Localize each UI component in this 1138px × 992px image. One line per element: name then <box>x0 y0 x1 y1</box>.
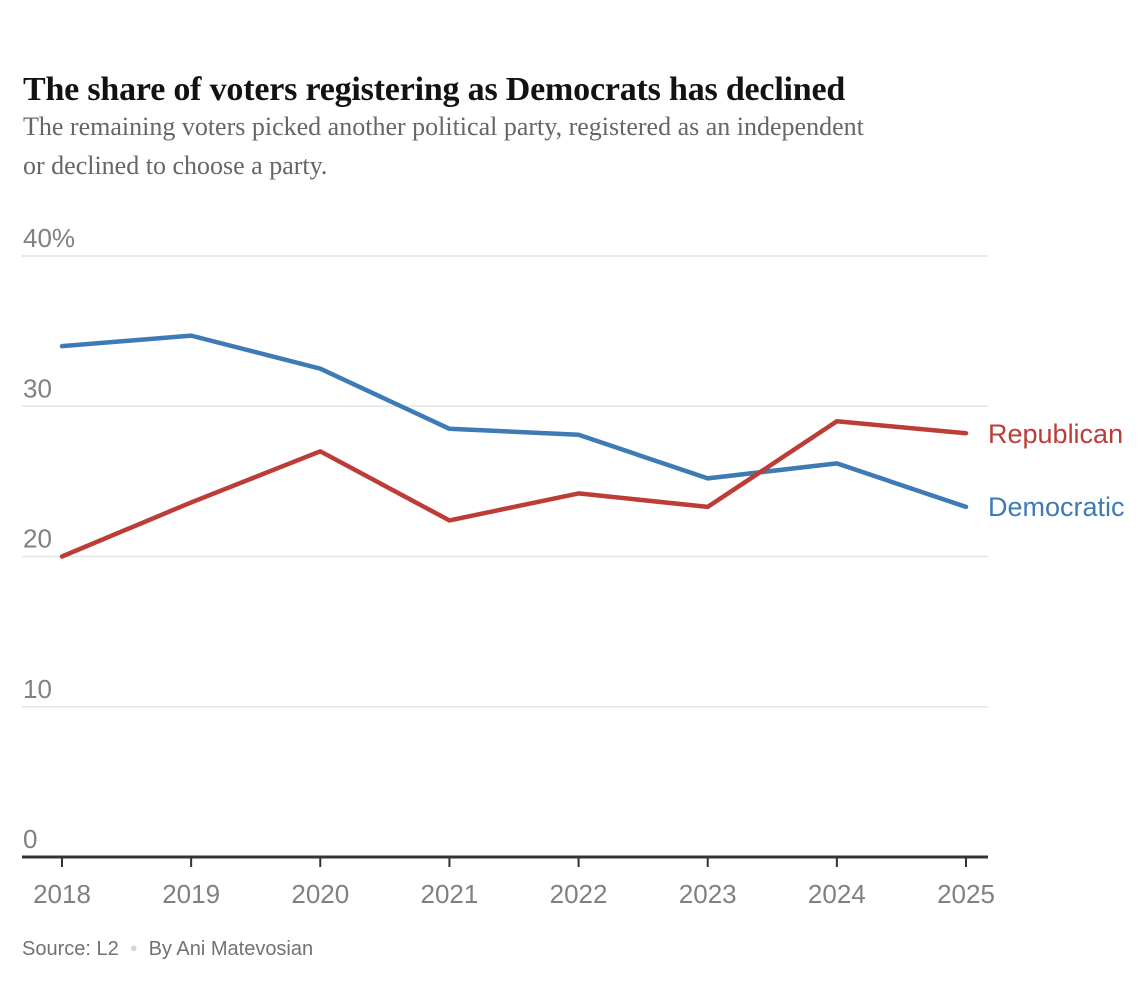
y-axis-label-40: 40% <box>23 223 75 253</box>
x-axis-label-2020: 2020 <box>291 879 349 909</box>
source-line: Source: L2 ● By Ani Matevosian <box>22 938 313 961</box>
separator-dot-icon: ● <box>129 940 138 955</box>
x-axis-label-2025: 2025 <box>937 879 995 909</box>
x-axis-label-2018: 2018 <box>33 879 91 909</box>
x-axis-label-2021: 2021 <box>421 879 479 909</box>
chart-subtitle: The remaining voters picked another poli… <box>23 107 1123 185</box>
chart-title: The share of voters registering as Democ… <box>23 70 846 108</box>
x-axis-label-2019: 2019 <box>162 879 220 909</box>
source-label: Source: L2 <box>22 938 119 960</box>
y-axis-label-10: 10 <box>23 674 52 704</box>
line-democratic <box>59 333 969 510</box>
legend-label-democratic: Democratic <box>988 492 1125 522</box>
x-axis-label-2022: 2022 <box>550 879 608 909</box>
line-republican <box>59 419 969 559</box>
y-axis-label-30: 30 <box>23 373 52 403</box>
chart-subtitle-line-1: The remaining voters picked another poli… <box>23 112 864 141</box>
chart-subtitle-line-2: or declined to choose a party. <box>23 151 328 180</box>
x-axis-label-2024: 2024 <box>808 879 866 909</box>
byline: By Ani Matevosian <box>148 938 314 960</box>
x-axis-label-2023: 2023 <box>679 879 737 909</box>
y-axis-label-20: 20 <box>23 524 52 554</box>
y-axis-label-0: 0 <box>23 824 37 854</box>
legend-label-republican: Republican <box>988 419 1124 449</box>
